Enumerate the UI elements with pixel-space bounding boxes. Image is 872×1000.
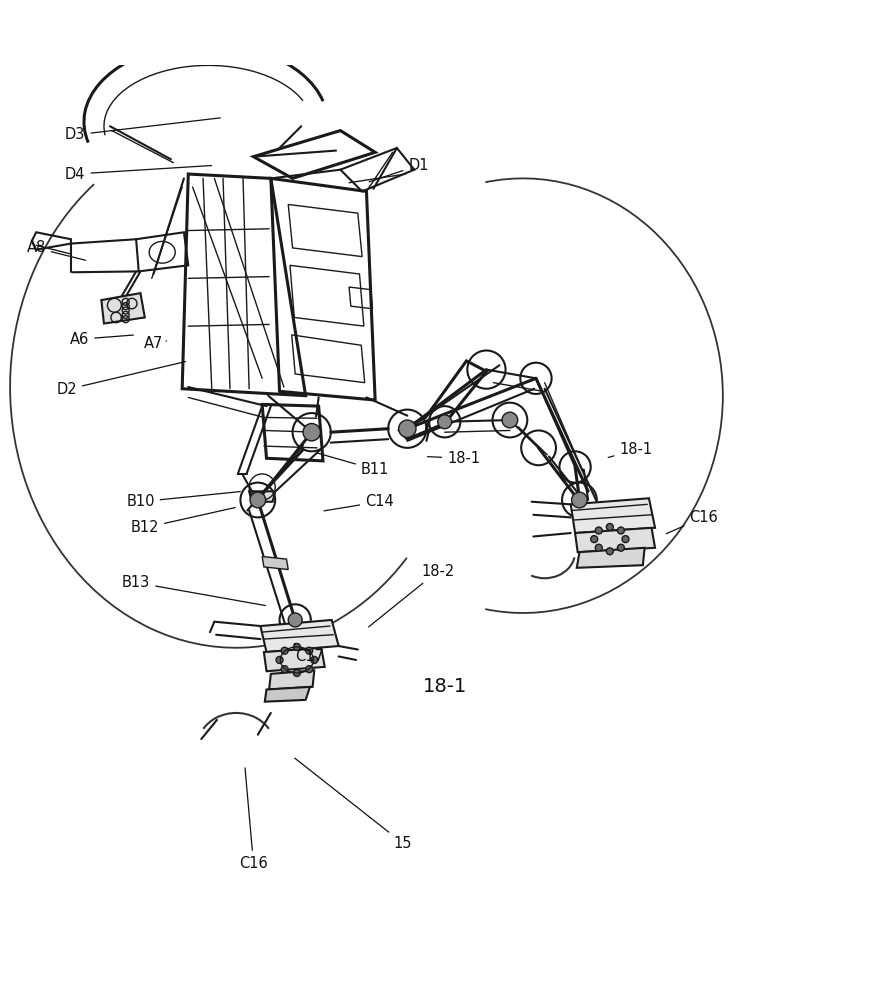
Text: D1: D1 <box>369 158 429 182</box>
Text: D2: D2 <box>57 362 186 397</box>
Circle shape <box>306 666 313 673</box>
Text: A8: A8 <box>26 240 85 260</box>
Text: 18-1: 18-1 <box>427 451 480 466</box>
Circle shape <box>572 492 587 508</box>
Text: D3: D3 <box>65 118 221 142</box>
Circle shape <box>294 669 300 676</box>
Circle shape <box>250 492 266 508</box>
Text: B11: B11 <box>317 453 389 477</box>
Polygon shape <box>265 687 310 702</box>
Text: D4: D4 <box>65 166 212 182</box>
Circle shape <box>596 527 603 534</box>
Text: 18-2: 18-2 <box>369 564 454 627</box>
Text: C17: C17 <box>295 643 324 664</box>
Circle shape <box>276 656 283 663</box>
Circle shape <box>294 643 300 650</box>
Circle shape <box>310 656 317 663</box>
Text: C16: C16 <box>239 768 268 871</box>
Polygon shape <box>571 498 655 533</box>
Text: B12: B12 <box>131 508 235 535</box>
Polygon shape <box>264 648 324 671</box>
Polygon shape <box>262 556 289 570</box>
Text: 18-1: 18-1 <box>608 442 652 458</box>
Circle shape <box>281 647 288 654</box>
Circle shape <box>606 548 613 555</box>
Circle shape <box>303 424 320 441</box>
Text: 18-1: 18-1 <box>423 677 467 696</box>
Polygon shape <box>249 491 276 502</box>
Text: C14: C14 <box>324 494 394 511</box>
Circle shape <box>289 613 302 627</box>
Circle shape <box>617 544 624 551</box>
Polygon shape <box>576 548 644 568</box>
Circle shape <box>438 415 452 429</box>
Circle shape <box>590 536 597 543</box>
Circle shape <box>606 523 613 530</box>
Circle shape <box>617 527 624 534</box>
Text: B13: B13 <box>122 575 265 606</box>
Text: B10: B10 <box>126 492 241 509</box>
Circle shape <box>502 412 518 428</box>
Text: 15: 15 <box>295 758 412 851</box>
Polygon shape <box>261 620 338 652</box>
Circle shape <box>596 544 603 551</box>
Text: A6: A6 <box>70 332 133 347</box>
Text: C16: C16 <box>666 510 719 534</box>
Polygon shape <box>269 670 314 689</box>
Text: A7: A7 <box>144 336 167 351</box>
Polygon shape <box>101 293 145 324</box>
Circle shape <box>281 666 288 673</box>
Circle shape <box>399 420 416 437</box>
Circle shape <box>306 647 313 654</box>
Circle shape <box>622 536 629 543</box>
Polygon shape <box>575 528 655 552</box>
